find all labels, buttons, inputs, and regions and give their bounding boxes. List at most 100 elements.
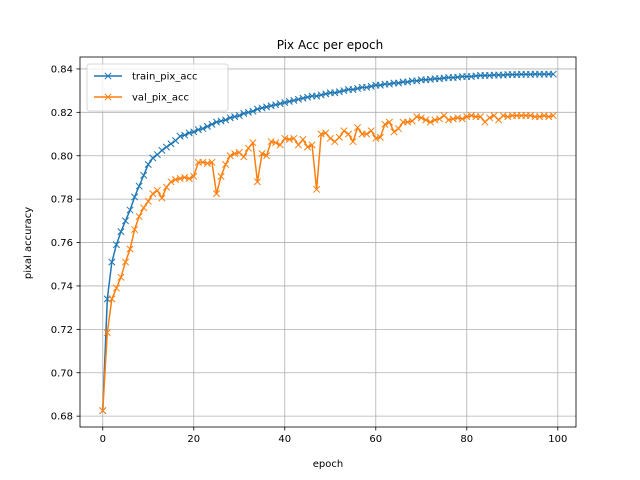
data-point: [258, 150, 266, 158]
data-point: [290, 134, 298, 142]
data-point: [340, 127, 348, 135]
data-point: [467, 112, 475, 120]
y-tick-label: 0.80: [51, 151, 73, 162]
x-tick-label: 20: [187, 434, 200, 445]
data-point: [126, 245, 134, 253]
data-point: [253, 105, 262, 113]
data-point: [449, 115, 457, 123]
data-point: [208, 120, 216, 128]
data-point: [390, 128, 398, 136]
data-point: [313, 185, 321, 193]
data-point: [117, 228, 125, 236]
data-point: [249, 107, 257, 115]
data-point: [217, 117, 225, 125]
data-point: [267, 102, 275, 110]
data-point: [190, 172, 198, 180]
data-point: [340, 87, 348, 95]
grid: [80, 57, 576, 427]
data-point: [463, 113, 471, 121]
data-point: [231, 150, 239, 158]
data-point: [367, 82, 375, 90]
data-point: [290, 96, 298, 104]
ticks: 0 20 40 60 80 100 0.68 0.70 0.72 0.74 0.76 0.78 0.80…: [51, 65, 568, 445]
x-axis-label: epoch: [313, 459, 343, 470]
data-point: [317, 91, 325, 99]
x-tick-label: 60: [369, 434, 382, 445]
data-point: [194, 126, 202, 134]
data-point: [394, 125, 403, 133]
data-point: [212, 118, 221, 126]
data-point: [158, 146, 166, 154]
data-point: [376, 81, 384, 89]
data-point: [140, 204, 148, 212]
data-point: [126, 206, 134, 214]
data-point: [185, 129, 193, 137]
data-point: [404, 78, 412, 86]
data-point: [536, 113, 544, 121]
data-point: [349, 138, 357, 146]
axes: [79, 56, 577, 428]
data-point: [263, 103, 271, 111]
series-layer: [99, 70, 557, 415]
y-tick-label: 0.78: [51, 195, 73, 206]
data-point: [162, 183, 171, 191]
data-point: [244, 144, 252, 152]
data-point: [190, 128, 198, 136]
data-point: [253, 178, 262, 186]
data-point: [267, 138, 275, 146]
axes-frame: [79, 56, 577, 428]
data-point: [222, 160, 230, 168]
data-point: [294, 141, 302, 149]
legend-entry-train_pix_acc: train_pix_acc: [94, 72, 197, 83]
data-point: [208, 158, 216, 166]
data-point: [322, 90, 330, 98]
data-point: [222, 116, 230, 124]
data-point: [112, 241, 120, 249]
data-point: [226, 114, 234, 122]
data-point: [317, 130, 325, 138]
data-point: [149, 154, 157, 162]
data-point: [354, 84, 362, 93]
data-point: [176, 174, 184, 183]
series-val_pix_acc: [99, 112, 557, 415]
data-point: [417, 114, 425, 122]
data-point: [335, 133, 343, 141]
data-point: [199, 158, 207, 166]
data-point: [363, 83, 371, 91]
data-point: [108, 258, 116, 266]
data-point: [131, 193, 139, 201]
legend: train_pix_acc val_pix_acc: [86, 63, 229, 112]
data-point: [217, 172, 225, 180]
data-point: [404, 118, 412, 126]
data-point: [249, 139, 257, 147]
data-point: [326, 134, 334, 142]
data-point: [445, 116, 453, 124]
data-point: [540, 112, 548, 120]
x-tick-label: 40: [278, 434, 291, 445]
data-point: [308, 141, 316, 149]
plot-background: [80, 57, 576, 427]
data-point: [372, 134, 380, 142]
data-point: [485, 114, 494, 122]
data-point: [303, 93, 312, 101]
data-point: [322, 129, 330, 137]
data-point: [121, 217, 130, 225]
data-point: [244, 108, 252, 116]
data-point: [176, 132, 184, 140]
data-point: [140, 171, 148, 179]
data-point: [272, 101, 280, 109]
data-point: [276, 141, 284, 149]
data-point: [203, 159, 211, 167]
data-point: [458, 115, 466, 123]
y-tick-label: 0.74: [51, 282, 73, 293]
data-point: [504, 113, 512, 121]
legend-box: [86, 63, 229, 112]
data-point: [181, 173, 189, 181]
data-point: [112, 284, 120, 292]
x-tick-label: 80: [460, 434, 473, 445]
data-point: [158, 194, 166, 202]
plot-area: [80, 57, 576, 427]
data-point: [272, 139, 280, 147]
data-point: [108, 295, 116, 303]
data-point: [203, 122, 211, 130]
